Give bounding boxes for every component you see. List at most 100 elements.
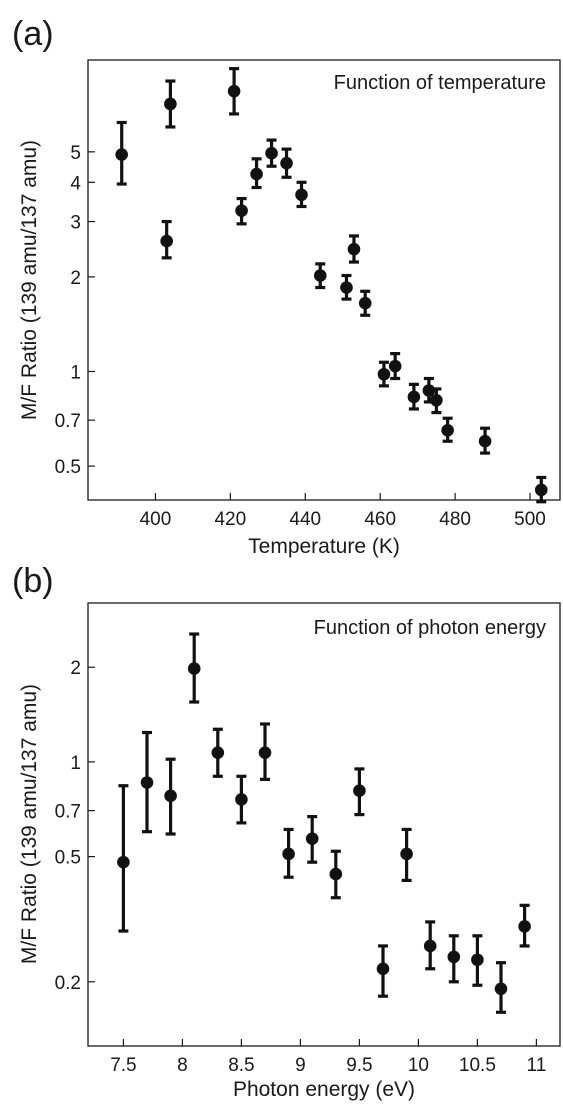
panel-a-data-point-11 xyxy=(340,273,353,301)
marker xyxy=(376,962,390,976)
panel-b-y-tick-label: 0.2 xyxy=(55,973,81,994)
panel-b-data-point-5 xyxy=(211,727,225,778)
panel-a-data-point-10 xyxy=(313,262,327,290)
panel-b-x-tick-label: 10.5 xyxy=(459,1055,496,1076)
panel-a-data-point-6 xyxy=(250,157,263,190)
panel-a-data-point-1 xyxy=(115,120,129,186)
marker xyxy=(430,393,443,407)
panel-a-data-point-3 xyxy=(164,79,177,129)
panel-a-data-points xyxy=(115,67,548,504)
panel-a-data-point-14 xyxy=(377,360,391,388)
panel-b-data-point-8 xyxy=(282,827,295,879)
panel-b-x-tick-label: 9.5 xyxy=(346,1055,372,1076)
panel-a-x-tick-label: 440 xyxy=(289,509,321,530)
marker xyxy=(358,296,372,310)
panel-a-label: (a) xyxy=(12,15,54,53)
marker xyxy=(518,920,531,933)
panel-b-data-point-17 xyxy=(494,961,508,1014)
panel-b-y-axis-title: M/F Ratio (139 amu/137 amu) xyxy=(18,684,41,964)
panel-b-data-point-7 xyxy=(258,722,272,781)
panel-a-y-tick-label: 4 xyxy=(70,173,81,194)
panel-a-data-point-19 xyxy=(441,416,454,443)
marker xyxy=(388,359,402,373)
panel-b-data-point-16 xyxy=(471,934,484,987)
panel-b-data-points xyxy=(117,632,531,1014)
panel-a-frame xyxy=(87,59,561,501)
panel-a-data-point-9 xyxy=(295,180,308,209)
marker xyxy=(478,434,492,448)
panel-a-y-tick-label: 0.7 xyxy=(55,411,81,432)
marker xyxy=(235,793,248,806)
panel-a-y-tick-label: 2 xyxy=(70,268,81,289)
marker xyxy=(140,776,154,789)
marker xyxy=(235,204,248,217)
panel-a-data-point-13 xyxy=(358,289,372,317)
marker xyxy=(295,188,308,202)
panel-b-y-tick-label: 2 xyxy=(70,658,81,679)
panel-b-label: (b) xyxy=(12,562,54,600)
panel-b-x-tick-label: 8.5 xyxy=(228,1055,254,1076)
panel-a-data-point-2 xyxy=(160,219,173,260)
panel-a-x-tick-label: 500 xyxy=(514,509,546,530)
panel-a-data-point-15 xyxy=(388,352,402,381)
marker xyxy=(115,148,129,161)
marker xyxy=(280,156,293,170)
marker xyxy=(211,746,225,759)
panel-b-data-point-14 xyxy=(423,920,437,971)
marker xyxy=(407,390,421,404)
marker xyxy=(494,982,508,996)
panel-b-frame xyxy=(87,602,561,1047)
panel-a: (a) Function of temperature Temperature … xyxy=(12,15,561,558)
panel-b-data-point-15 xyxy=(447,934,461,984)
panel-b-data-point-3 xyxy=(164,757,177,836)
panel-b-x-tick-label: 10 xyxy=(408,1055,429,1076)
panel-a-annotation: Function of temperature xyxy=(334,72,546,94)
panel-b-x-tick-label: 8 xyxy=(177,1055,188,1076)
panel-a-y-tick-label: 0.5 xyxy=(55,457,81,478)
panel-b-data-point-6 xyxy=(235,774,248,825)
panel-b-data-point-9 xyxy=(305,815,319,864)
panel-a-x-axis-title: Temperature (K) xyxy=(248,535,400,558)
panel-a-y-axis-title: M/F Ratio (139 amu/137 amu) xyxy=(18,140,41,420)
panel-a-data-point-4 xyxy=(227,67,241,116)
panel-a-data-point-18 xyxy=(430,387,443,415)
panel-b-x-tick-label: 9 xyxy=(295,1055,306,1076)
marker xyxy=(305,832,319,846)
marker xyxy=(423,939,437,953)
marker xyxy=(227,84,241,98)
panel-b-y-tick-label: 1 xyxy=(70,753,81,774)
marker xyxy=(441,423,454,437)
panel-a-y-ticks: 0.5 0.7 1 2 3 4 5 xyxy=(55,143,95,478)
panel-b-x-tick-label: 7.5 xyxy=(110,1055,136,1076)
panel-b-data-point-18 xyxy=(518,903,531,948)
panel-a-y-tick-label: 5 xyxy=(70,143,81,164)
panel-a-data-point-5 xyxy=(235,196,248,226)
marker xyxy=(313,269,327,282)
panel-b-data-point-10 xyxy=(329,849,343,900)
panel-b-data-point-12 xyxy=(376,944,390,998)
panel-b: (b) Function of photon energy Photon ene… xyxy=(12,562,561,1101)
marker xyxy=(160,234,173,248)
marker xyxy=(258,746,272,759)
marker xyxy=(400,847,413,861)
panel-a-data-point-12 xyxy=(347,234,361,264)
panel-b-y-ticks: 0.2 0.5 0.7 1 2 xyxy=(55,658,95,994)
marker xyxy=(534,483,548,497)
panel-b-x-ticks: 7.5 8 8.5 9 9.5 10 10.5 11 xyxy=(110,1039,546,1076)
marker xyxy=(329,867,343,881)
marker xyxy=(471,953,484,967)
panel-a-x-tick-label: 480 xyxy=(439,509,471,530)
panel-a-y-tick-label: 3 xyxy=(70,213,81,234)
marker xyxy=(187,662,201,675)
marker xyxy=(377,367,391,381)
panel-a-x-tick-label: 400 xyxy=(140,509,172,530)
marker xyxy=(447,950,461,964)
panel-a-data-point-7 xyxy=(265,138,278,168)
marker xyxy=(353,784,366,797)
marker xyxy=(282,847,295,861)
panel-a-x-tick-label: 420 xyxy=(214,509,246,530)
panel-b-data-point-11 xyxy=(353,767,366,817)
panel-b-data-point-13 xyxy=(400,827,413,883)
panel-b-data-point-4 xyxy=(187,632,201,704)
